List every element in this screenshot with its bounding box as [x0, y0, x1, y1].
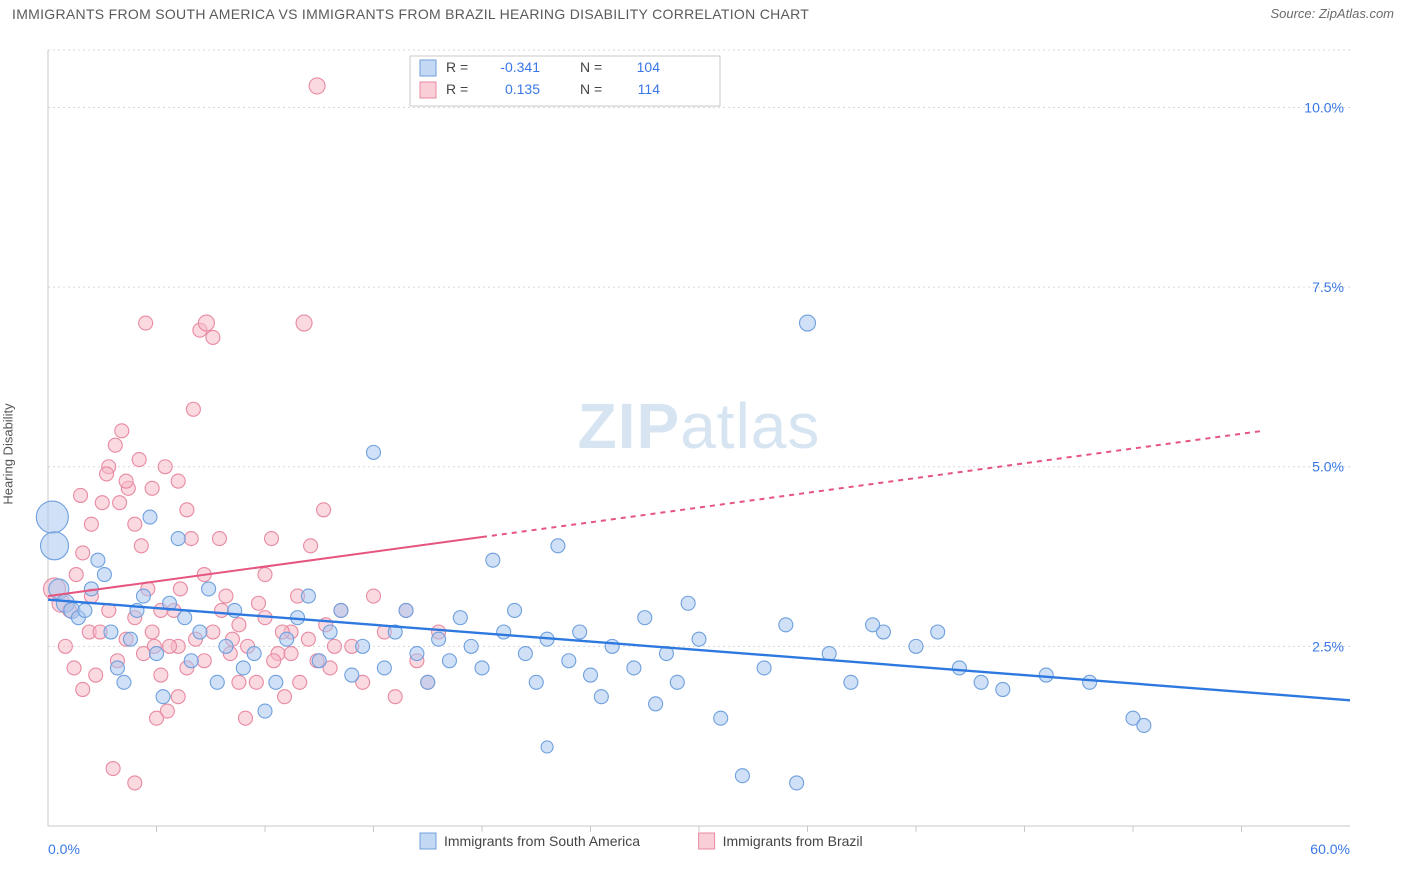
source-label: Source: ZipAtlas.com — [1270, 6, 1394, 22]
svg-text:N =: N = — [580, 59, 602, 75]
svg-text:0.0%: 0.0% — [48, 841, 80, 857]
svg-text:Immigrants from South America: Immigrants from South America — [444, 833, 640, 849]
svg-text:10.0%: 10.0% — [1304, 99, 1344, 115]
svg-text:R =: R = — [446, 81, 468, 97]
svg-text:2.5%: 2.5% — [1312, 638, 1344, 654]
chart-title: IMMIGRANTS FROM SOUTH AMERICA VS IMMIGRA… — [12, 6, 809, 22]
svg-text:R =: R = — [446, 59, 468, 75]
svg-text:0.135: 0.135 — [505, 81, 540, 97]
svg-text:5.0%: 5.0% — [1312, 459, 1344, 475]
svg-text:104: 104 — [637, 59, 661, 75]
scatter-chart: ZIPatlas 2.5% 5.0% 7.5% 10.0% 0.0% 60.0% R = -0.… — [0, 26, 1406, 882]
svg-text:Immigrants from Brazil: Immigrants from Brazil — [723, 833, 863, 849]
svg-text:-0.341: -0.341 — [500, 59, 540, 75]
svg-text:ZIPatlas: ZIPatlas — [578, 390, 821, 462]
svg-text:N =: N = — [580, 81, 602, 97]
series-south_america — [36, 315, 1151, 790]
series-brazil — [44, 78, 446, 790]
y-axis-label: Hearing Disability — [1, 403, 16, 504]
svg-text:60.0%: 60.0% — [1310, 841, 1350, 857]
svg-text:114: 114 — [638, 81, 661, 97]
svg-text:7.5%: 7.5% — [1312, 279, 1344, 295]
